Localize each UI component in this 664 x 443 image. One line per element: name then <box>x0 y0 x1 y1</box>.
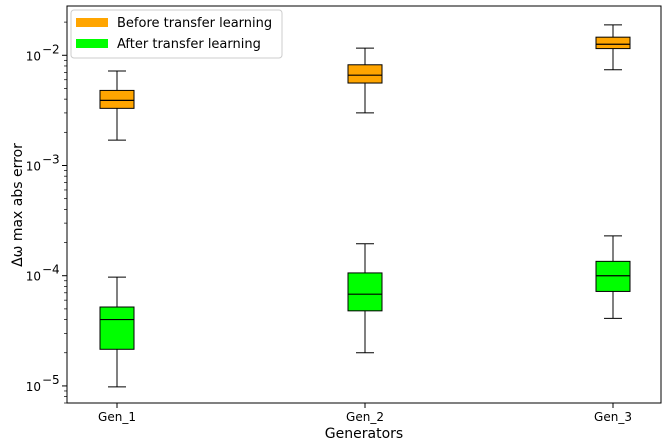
y-tick-group: 10−510−410−310−2 <box>26 21 67 404</box>
x-tick-label: Gen_2 <box>346 410 384 424</box>
y-axis-title: Δω max abs error <box>10 143 26 267</box>
x-axis-title: Generators <box>325 426 403 442</box>
plot-frame <box>66 5 662 404</box>
y-tick-label: 10 <box>26 270 41 284</box>
box-group <box>99 24 631 388</box>
legend-frame <box>70 9 283 59</box>
y-tick-label-exponent: −5 <box>42 373 60 387</box>
box-after-Gen_2 <box>347 243 383 354</box>
legend: Before transfer learning After transfer … <box>70 9 283 59</box>
y-tick-label: 10 <box>26 159 41 173</box>
box-iqr <box>99 306 135 350</box>
legend-swatch-before <box>76 18 108 27</box>
box-before-Gen_2 <box>347 47 383 114</box>
y-tick-label: 10 <box>26 49 41 63</box>
x-tick-group: Gen_1 Gen_2 Gen_3 <box>98 403 632 424</box>
box-iqr <box>347 272 383 312</box>
legend-label-after: After transfer learning <box>117 37 261 52</box>
y-tick-label-exponent: −3 <box>42 152 60 166</box>
box-iqr <box>99 89 135 109</box>
box-iqr <box>347 64 383 84</box>
y-tick-label-exponent: −4 <box>42 263 60 277</box>
legend-label-before: Before transfer learning <box>117 16 272 31</box>
x-tick-label: Gen_1 <box>98 410 136 424</box>
y-tick-label-exponent: −2 <box>42 42 60 56</box>
box-after-Gen_3 <box>595 235 631 319</box>
box-before-Gen_1 <box>99 70 135 141</box>
legend-swatch-after <box>76 39 108 48</box>
box-iqr <box>595 36 631 50</box>
box-before-Gen_3 <box>595 24 631 71</box>
box-iqr <box>595 260 631 292</box>
box-after-Gen_1 <box>99 276 135 388</box>
x-tick-label: Gen_3 <box>594 410 632 424</box>
y-tick-label: 10 <box>26 380 41 394</box>
